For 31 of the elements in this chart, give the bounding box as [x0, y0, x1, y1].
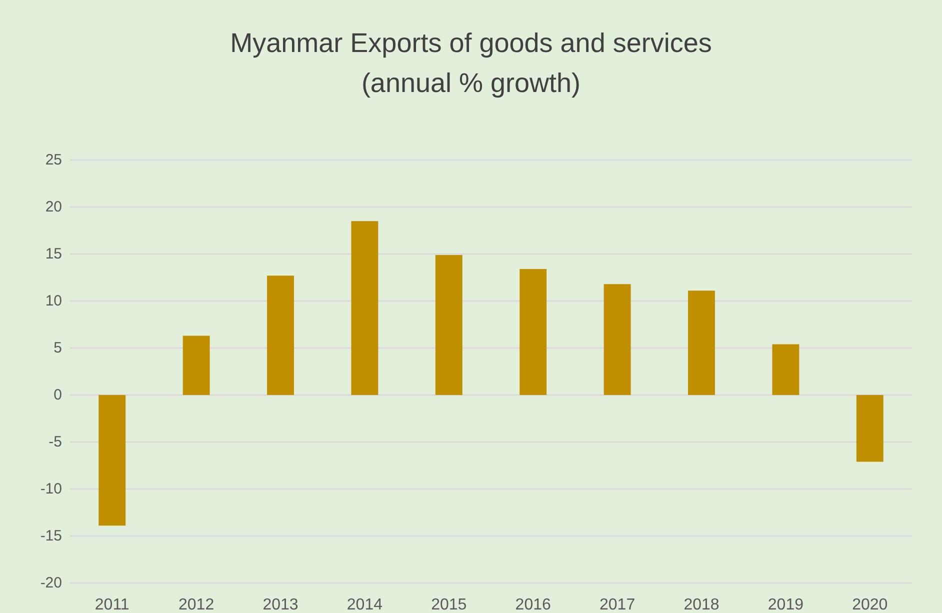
chart-title: Myanmar Exports of goods and services (annual % growth) [230, 28, 712, 98]
x-tick-label: 2019 [768, 596, 804, 613]
y-tick-label: 25 [45, 152, 62, 168]
bar [520, 269, 547, 395]
bar [772, 344, 800, 395]
bar [182, 336, 210, 395]
x-tick-label: 2016 [515, 596, 551, 613]
x-tick-label: 2018 [684, 596, 720, 613]
y-tick-label: 5 [54, 340, 62, 356]
x-tick-label: 2013 [262, 596, 298, 613]
y-tick-label: -20 [40, 574, 62, 592]
y-tick-label: 0 [54, 386, 62, 404]
bar [351, 221, 378, 395]
bar [688, 290, 715, 395]
y-tick-label: -10 [40, 480, 62, 498]
x-tick-label: 2012 [178, 596, 214, 613]
bar [98, 395, 126, 526]
bar [267, 276, 294, 395]
y-tick-label: -15 [40, 528, 62, 544]
y-tick-label: 10 [45, 292, 62, 310]
y-tick-label: 15 [45, 246, 62, 262]
bar [435, 254, 462, 395]
x-tick-label: 2020 [852, 596, 888, 613]
x-tick-label: 2015 [431, 596, 467, 613]
x-tick-label: 2011 [94, 596, 130, 613]
x-tick-label: 2014 [346, 596, 383, 613]
y-tick-label: 20 [45, 198, 62, 216]
x-tick-label: 2017 [600, 596, 636, 613]
bar [604, 284, 631, 395]
y-tick-label: -5 [48, 434, 62, 450]
bar [856, 395, 884, 462]
